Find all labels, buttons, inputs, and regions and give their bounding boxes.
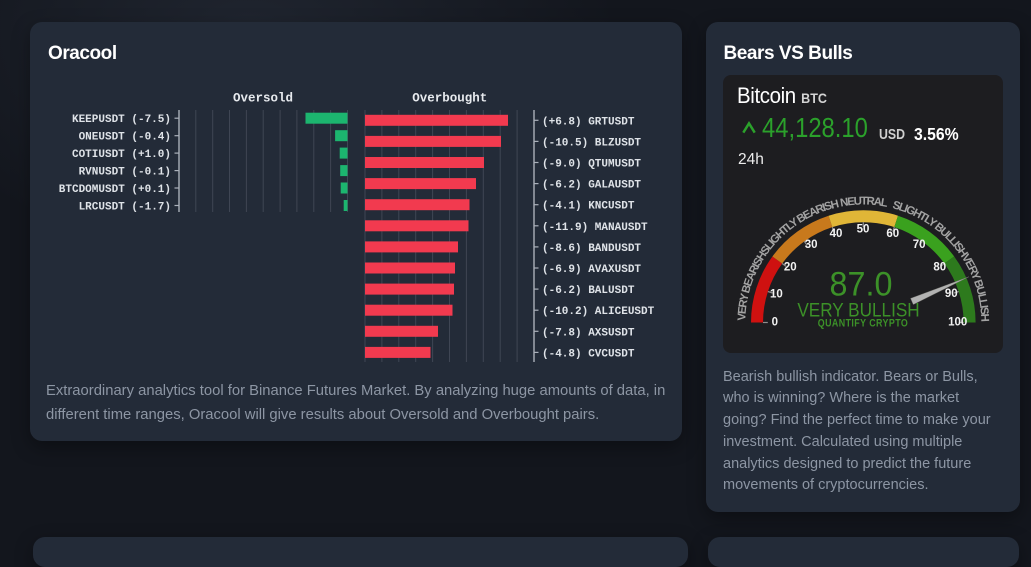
svg-text:(-11.9) MANAUSDT: (-11.9) MANAUSDT bbox=[542, 222, 648, 234]
svg-text:Oversold: Oversold bbox=[233, 92, 293, 106]
svg-text:NEUTRAL: NEUTRAL bbox=[839, 195, 888, 209]
svg-text:LRCUSDT (-1.7): LRCUSDT (-1.7) bbox=[79, 202, 171, 214]
svg-text:20: 20 bbox=[784, 262, 797, 274]
svg-text:ONEUSDT (-0.4): ONEUSDT (-0.4) bbox=[79, 132, 171, 144]
svg-text:(-7.8) AXSUSDT: (-7.8) AXSUSDT bbox=[542, 327, 635, 339]
svg-text:(+6.8) GRTUSDT: (+6.8) GRTUSDT bbox=[542, 116, 635, 128]
svg-text:RVNUSDT (-0.1): RVNUSDT (-0.1) bbox=[79, 167, 171, 179]
svg-text:(-9.0) QTUMUSDT: (-9.0) QTUMUSDT bbox=[542, 159, 641, 171]
svg-text:30: 30 bbox=[805, 239, 818, 251]
svg-text:(-8.6) BANDUSDT: (-8.6) BANDUSDT bbox=[542, 243, 641, 255]
svg-text:VERY BULLISH: VERY BULLISH bbox=[797, 299, 919, 321]
svg-text:40: 40 bbox=[830, 228, 843, 240]
svg-text:QUANTIFY CRYPTO: QUANTIFY CRYPTO bbox=[818, 318, 908, 330]
svg-text:(-10.5) BLZUSDT: (-10.5) BLZUSDT bbox=[542, 137, 641, 149]
svg-text:87.0: 87.0 bbox=[830, 266, 893, 304]
svg-text:50: 50 bbox=[857, 224, 870, 236]
svg-text:COTIUSDT (+1.0): COTIUSDT (+1.0) bbox=[72, 149, 171, 161]
svg-text:(-6.9) AVAXUSDT: (-6.9) AVAXUSDT bbox=[542, 264, 641, 276]
svg-text:100: 100 bbox=[948, 316, 967, 328]
svg-text:80: 80 bbox=[933, 262, 946, 274]
svg-text:(-6.2) BALUSDT: (-6.2) BALUSDT bbox=[542, 285, 635, 297]
svg-text:(-4.1) KNCUSDT: (-4.1) KNCUSDT bbox=[542, 201, 635, 213]
svg-text:(-6.2) GALAUSDT: (-6.2) GALAUSDT bbox=[542, 180, 641, 192]
svg-text:0: 0 bbox=[772, 316, 778, 328]
svg-text:Overbought: Overbought bbox=[412, 92, 487, 106]
svg-text:KEEPUSDT (-7.5): KEEPUSDT (-7.5) bbox=[72, 114, 171, 126]
svg-text:10: 10 bbox=[770, 289, 783, 301]
svg-text:90: 90 bbox=[945, 288, 958, 300]
svg-text:70: 70 bbox=[913, 239, 926, 251]
svg-text:60: 60 bbox=[886, 228, 899, 240]
svg-text:(-10.2) ALICEUSDT: (-10.2) ALICEUSDT bbox=[542, 306, 655, 318]
svg-text:(-4.8) CVCUSDT: (-4.8) CVCUSDT bbox=[542, 348, 635, 360]
svg-text:BTCDOMUSDT (+0.1): BTCDOMUSDT (+0.1) bbox=[59, 184, 171, 196]
